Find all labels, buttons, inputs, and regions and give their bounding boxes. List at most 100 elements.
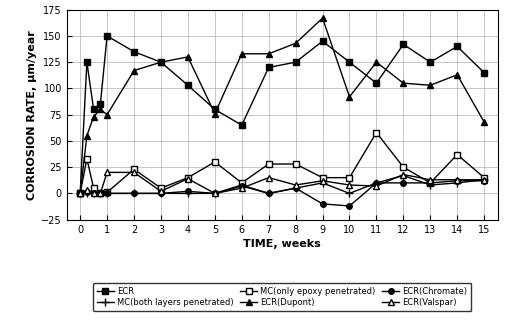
ECR <box>77 192 83 195</box>
MC(only epoxy penetrated) <box>427 181 433 185</box>
ECR(Valspar) <box>97 192 104 195</box>
MC(only epoxy penetrated) <box>373 130 380 134</box>
ECR <box>104 34 110 38</box>
MC(only epoxy penetrated) <box>90 186 96 190</box>
ECR(Dupont) <box>90 115 96 119</box>
ECR(Chromate) <box>84 190 90 194</box>
ECR(Chromate) <box>97 192 104 195</box>
Line: ECR(Valspar): ECR(Valspar) <box>76 169 488 197</box>
MC(both layers penetrated) <box>292 186 299 190</box>
ECR(Chromate) <box>90 192 96 195</box>
MC(only epoxy penetrated) <box>97 192 104 195</box>
ECR <box>454 45 460 48</box>
ECR(Valspar) <box>373 184 380 188</box>
ECR(Chromate) <box>266 192 272 195</box>
MC(only epoxy penetrated) <box>77 192 83 195</box>
ECR(Dupont) <box>104 113 110 117</box>
MC(both layers penetrated) <box>427 183 433 187</box>
ECR <box>239 123 245 127</box>
ECR <box>346 60 352 64</box>
MC(both layers penetrated) <box>400 173 406 177</box>
MC(only epoxy penetrated) <box>84 157 90 161</box>
ECR(Valspar) <box>239 186 245 190</box>
ECR(Valspar) <box>104 171 110 174</box>
ECR(Valspar) <box>90 192 96 195</box>
ECR(Dupont) <box>131 68 137 72</box>
MC(only epoxy penetrated) <box>158 186 164 190</box>
ECR(Valspar) <box>131 171 137 174</box>
ECR(Dupont) <box>185 55 191 59</box>
MC(only epoxy penetrated) <box>320 176 326 180</box>
Legend: ECR, MC(both layers penetrated), MC(only epoxy penetrated), ECR(Dupont), ECR(Chr: ECR, MC(both layers penetrated), MC(only… <box>93 283 471 311</box>
MC(only epoxy penetrated) <box>212 160 218 164</box>
MC(both layers penetrated) <box>454 181 460 185</box>
ECR <box>292 60 299 64</box>
ECR(Dupont) <box>454 73 460 77</box>
ECR(Valspar) <box>400 172 406 176</box>
MC(only epoxy penetrated) <box>266 162 272 166</box>
ECR(Dupont) <box>77 192 83 195</box>
ECR <box>427 60 433 64</box>
MC(both layers penetrated) <box>131 192 137 195</box>
Y-axis label: CORROSION RATE, µm/year: CORROSION RATE, µm/year <box>27 30 37 200</box>
ECR(Valspar) <box>454 178 460 182</box>
ECR(Dupont) <box>212 112 218 116</box>
MC(both layers penetrated) <box>77 192 83 195</box>
MC(both layers penetrated) <box>373 181 380 185</box>
ECR(Valspar) <box>212 192 218 195</box>
ECR(Chromate) <box>427 181 433 185</box>
ECR(Dupont) <box>320 16 326 20</box>
MC(both layers penetrated) <box>185 192 191 195</box>
MC(both layers penetrated) <box>266 192 272 195</box>
Line: ECR(Chromate): ECR(Chromate) <box>77 178 487 209</box>
ECR(Valspar) <box>481 178 487 182</box>
ECR <box>185 83 191 87</box>
ECR(Dupont) <box>346 95 352 99</box>
ECR(Valspar) <box>158 189 164 193</box>
ECR(Dupont) <box>97 108 104 111</box>
ECR(Dupont) <box>84 134 90 138</box>
ECR(Dupont) <box>239 52 245 56</box>
MC(both layers penetrated) <box>90 192 96 195</box>
ECR(Chromate) <box>400 181 406 185</box>
ECR(Dupont) <box>481 120 487 124</box>
ECR(Chromate) <box>481 179 487 183</box>
MC(only epoxy penetrated) <box>185 176 191 180</box>
ECR(Chromate) <box>212 192 218 195</box>
MC(only epoxy penetrated) <box>292 162 299 166</box>
ECR(Valspar) <box>77 192 83 195</box>
ECR(Chromate) <box>239 184 245 188</box>
ECR <box>481 71 487 75</box>
ECR(Valspar) <box>292 183 299 187</box>
ECR <box>373 81 380 85</box>
ECR(Valspar) <box>320 179 326 183</box>
ECR(Chromate) <box>292 186 299 190</box>
ECR(Chromate) <box>185 189 191 193</box>
ECR(Dupont) <box>266 52 272 56</box>
ECR <box>90 108 96 111</box>
ECR(Dupont) <box>292 41 299 45</box>
MC(only epoxy penetrated) <box>131 167 137 171</box>
ECR(Chromate) <box>131 192 137 195</box>
ECR(Chromate) <box>454 179 460 183</box>
ECR(Dupont) <box>400 81 406 85</box>
MC(only epoxy penetrated) <box>481 176 487 180</box>
ECR(Chromate) <box>77 192 83 195</box>
ECR(Chromate) <box>158 192 164 195</box>
ECR(Valspar) <box>346 183 352 187</box>
MC(both layers penetrated) <box>320 181 326 185</box>
ECR(Valspar) <box>185 177 191 181</box>
MC(both layers penetrated) <box>104 192 110 195</box>
Line: MC(both layers penetrated): MC(both layers penetrated) <box>76 172 488 198</box>
ECR(Chromate) <box>373 181 380 185</box>
ECR(Valspar) <box>84 188 90 192</box>
Line: ECR: ECR <box>77 33 487 196</box>
MC(both layers penetrated) <box>239 183 245 187</box>
ECR(Dupont) <box>427 83 433 87</box>
ECR <box>97 102 104 106</box>
ECR(Chromate) <box>346 204 352 208</box>
ECR(Valspar) <box>427 178 433 182</box>
MC(only epoxy penetrated) <box>239 181 245 185</box>
ECR(Dupont) <box>373 60 380 64</box>
ECR <box>158 60 164 64</box>
